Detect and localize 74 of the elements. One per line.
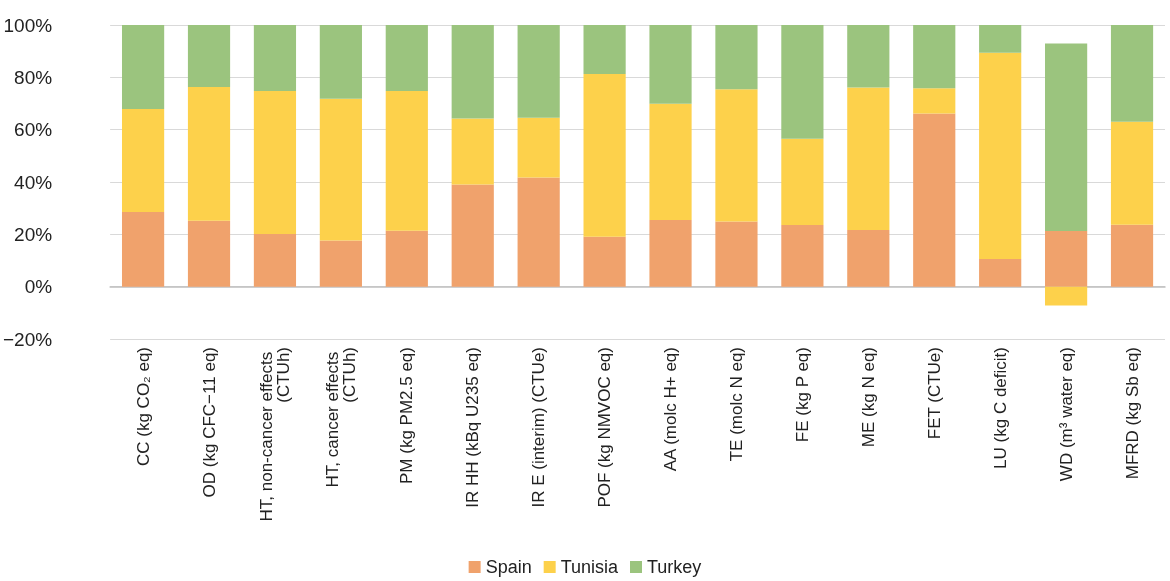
- x-tick-label: IR E (interim) (CTUe): [529, 347, 549, 508]
- x-tick-label: IR HH (kBq U235 eq): [463, 347, 483, 508]
- y-tick-label: −20%: [3, 328, 53, 350]
- x-tick-label: HT, non-cancer effects (CTUh): [256, 347, 293, 522]
- bar: [319, 240, 362, 287]
- bar: [187, 220, 231, 287]
- bar: [715, 89, 758, 222]
- bar: [1110, 121, 1154, 225]
- bar: [913, 113, 956, 287]
- bar: [121, 212, 165, 287]
- x-tick-label: CC (kg CO₂ eq): [133, 347, 153, 467]
- y-tick-label: 80%: [14, 66, 53, 88]
- bar: [979, 25, 1022, 53]
- bar: [649, 219, 692, 287]
- bar: [517, 117, 560, 178]
- x-tick-label: MFRD (kg Sb eq): [1122, 347, 1142, 480]
- x-tick-label: AA (molc H+ eq): [661, 347, 681, 472]
- bar: [121, 25, 165, 109]
- bar: [1110, 25, 1154, 122]
- bar: [517, 25, 560, 118]
- bar: [121, 109, 165, 213]
- bar: [847, 25, 890, 88]
- x-tick-label: LU (kg C deficit): [990, 347, 1010, 469]
- bar: [451, 184, 494, 287]
- legend-label: Turkey: [647, 557, 702, 577]
- bar: [1045, 286, 1088, 306]
- bar: [715, 221, 758, 287]
- bar: [847, 87, 890, 230]
- bar: [385, 25, 428, 91]
- bar: [1110, 224, 1154, 287]
- bar: [715, 25, 758, 90]
- bar: [319, 25, 362, 99]
- bar: [781, 224, 824, 287]
- bar: [583, 73, 626, 237]
- bar: [1045, 230, 1088, 287]
- y-tick-label: 60%: [14, 119, 53, 141]
- bar: [385, 230, 428, 287]
- y-tick-label: 40%: [14, 171, 53, 193]
- bar: [583, 236, 626, 287]
- bar: [1045, 43, 1088, 231]
- bar: [385, 90, 428, 231]
- y-tick-label: 0%: [24, 276, 53, 298]
- bar: [649, 103, 692, 220]
- bar: [847, 229, 890, 287]
- legend-label: Tunisia: [560, 557, 620, 577]
- x-tick-label: TE (molc N eq): [726, 347, 746, 462]
- bar: [253, 234, 297, 287]
- bar: [451, 25, 494, 119]
- x-tick-label: HT, cancer effects (CTUh): [322, 347, 359, 488]
- bar: [979, 52, 1022, 259]
- x-tick-label: ME (kg N eq): [858, 347, 878, 448]
- bar: [253, 90, 297, 235]
- bar: [187, 25, 231, 88]
- bar: [979, 258, 1022, 287]
- x-tick-label: OD (kg CFC−11 eq): [199, 347, 219, 498]
- x-tick-label: FE (kg P eq): [792, 347, 812, 443]
- x-tick-label: PM (kg PM2.5 eq): [397, 347, 417, 484]
- bar: [913, 88, 956, 114]
- bar: [319, 98, 362, 241]
- bar: [253, 25, 297, 91]
- x-tick-label: WD (m³ water eq): [1056, 347, 1076, 482]
- y-tick-label: 20%: [14, 223, 53, 245]
- bar: [517, 177, 560, 287]
- legend-label: Spain: [485, 557, 532, 577]
- x-tick-label: FET (CTUe): [924, 347, 944, 440]
- bar: [583, 25, 626, 74]
- x-tick-label: POF (kg NMVOC eq): [595, 347, 615, 508]
- bar: [781, 25, 824, 139]
- bar: [913, 25, 956, 89]
- bar: [451, 118, 494, 185]
- bar: [781, 138, 824, 225]
- y-tick-label: 100%: [3, 14, 53, 36]
- bar: [187, 87, 231, 221]
- bar: [649, 25, 692, 104]
